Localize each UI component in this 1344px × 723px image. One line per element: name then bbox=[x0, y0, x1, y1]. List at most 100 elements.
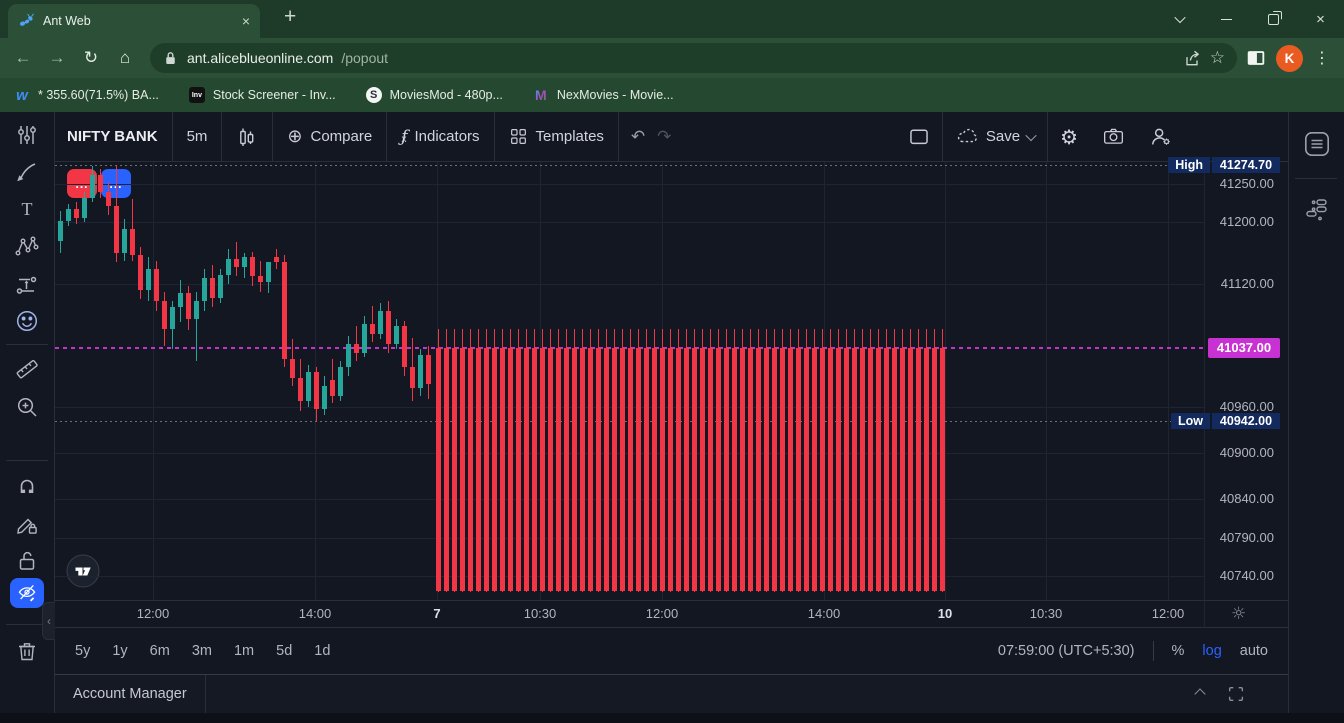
range-button-3m[interactable]: 3m bbox=[191, 643, 212, 659]
snapshot-camera-icon[interactable] bbox=[1090, 125, 1137, 148]
redo-icon[interactable]: ↷ bbox=[657, 126, 672, 147]
low-label: Low bbox=[1171, 412, 1210, 429]
range-button-1y[interactable]: 1y bbox=[112, 643, 128, 659]
candle bbox=[444, 347, 449, 591]
candle-wick bbox=[372, 305, 373, 342]
cursor-tool[interactable] bbox=[14, 122, 40, 148]
vertical-gridline bbox=[153, 162, 154, 600]
drawing-toolbar: T bbox=[0, 112, 55, 713]
clock[interactable]: 07:59:00 (UTC+5:30) bbox=[997, 643, 1135, 659]
bookmark-item[interactable]: w * 355.60(71.5%) BA... bbox=[14, 87, 159, 104]
candle bbox=[218, 274, 223, 298]
tab-search-chevron-icon[interactable] bbox=[1156, 0, 1203, 38]
undo-icon[interactable]: ↶ bbox=[630, 126, 646, 147]
bookmark-star-icon[interactable]: ☆ bbox=[1209, 48, 1225, 68]
candle bbox=[628, 347, 633, 591]
bottom-divider bbox=[1152, 641, 1154, 661]
compare-button[interactable]: ⊕ Compare bbox=[273, 126, 386, 147]
trend-line-tool[interactable] bbox=[14, 158, 40, 184]
details-panel-icon[interactable] bbox=[1303, 130, 1331, 158]
hide-drawings-tool[interactable] bbox=[10, 578, 44, 608]
settings-gear-icon[interactable]: ⚙ bbox=[1060, 124, 1078, 149]
fullscreen-icon[interactable] bbox=[1226, 684, 1246, 704]
candle bbox=[644, 347, 649, 591]
candle bbox=[516, 347, 521, 591]
reload-button[interactable]: ↻ bbox=[83, 48, 99, 67]
avatar[interactable]: K bbox=[1276, 44, 1303, 72]
candle bbox=[732, 347, 737, 591]
range-button-6m[interactable]: 6m bbox=[149, 643, 170, 659]
templates-button[interactable]: Templates bbox=[495, 127, 618, 146]
trash-tool[interactable] bbox=[14, 638, 40, 664]
candle bbox=[106, 191, 111, 206]
lock-drawings-tool[interactable] bbox=[14, 548, 40, 574]
time-label: 10 bbox=[937, 606, 953, 621]
candle bbox=[508, 347, 513, 591]
save-button[interactable]: Save bbox=[943, 125, 1047, 149]
candle bbox=[386, 310, 391, 344]
chart-style-button[interactable] bbox=[222, 126, 272, 148]
text-tool[interactable]: T bbox=[14, 196, 40, 222]
magnet-tool[interactable] bbox=[14, 472, 40, 498]
close-window-button[interactable]: × bbox=[1316, 10, 1325, 28]
candle bbox=[346, 344, 351, 368]
projection-tool[interactable] bbox=[14, 272, 40, 298]
candle bbox=[756, 347, 761, 591]
time-axis[interactable]: 12:00 14:00 7 10:30 12:00 14:00 10 10:30 12:00 ☼ bbox=[55, 600, 1288, 627]
layout-button[interactable] bbox=[896, 126, 942, 148]
back-button[interactable]: ← bbox=[14, 48, 32, 67]
price-axis[interactable]: 41250.00 41200.00 41120.00 40960.00 40900.00… bbox=[1204, 162, 1288, 600]
time-label: 12:00 bbox=[136, 606, 170, 621]
user-settings-icon[interactable] bbox=[1137, 125, 1185, 149]
auto-scale-button[interactable]: auto bbox=[1239, 643, 1268, 659]
time-label: 14:00 bbox=[807, 606, 841, 621]
home-button[interactable]: ⌂ bbox=[119, 48, 131, 67]
range-button-5y[interactable]: 5y bbox=[75, 643, 91, 659]
candle bbox=[924, 347, 929, 591]
new-tab-button[interactable]: + bbox=[284, 5, 297, 28]
candle bbox=[290, 359, 295, 378]
candle bbox=[660, 347, 665, 591]
bookmark-item[interactable]: Inv Stock Screener - Inv... bbox=[188, 87, 336, 103]
candle bbox=[844, 347, 849, 591]
minimize-button[interactable] bbox=[1203, 0, 1250, 38]
interval-button[interactable]: 5m bbox=[186, 128, 208, 145]
account-manager-tab[interactable]: Account Manager bbox=[55, 675, 206, 713]
percent-scale-button[interactable]: % bbox=[1171, 643, 1185, 659]
share-icon[interactable] bbox=[1182, 48, 1202, 68]
candle bbox=[700, 347, 705, 591]
drawing-mode-lock-tool[interactable] bbox=[14, 512, 40, 538]
bookmark-item[interactable]: M NexMovies - Movie... bbox=[533, 87, 674, 103]
m-favicon-icon: M bbox=[533, 87, 549, 103]
log-scale-button[interactable]: log bbox=[1202, 643, 1222, 659]
tab-close-icon[interactable]: × bbox=[241, 13, 250, 29]
candle bbox=[298, 377, 303, 401]
chart-plot[interactable]: ... ... bbox=[55, 162, 1204, 600]
forward-button[interactable]: → bbox=[48, 48, 66, 67]
side-panel-icon[interactable] bbox=[1245, 47, 1267, 69]
object-tree-icon[interactable] bbox=[1305, 198, 1329, 222]
emoji-tool[interactable] bbox=[14, 308, 40, 334]
pattern-xabcd-tool[interactable] bbox=[14, 234, 40, 260]
range-button-5d[interactable]: 5d bbox=[276, 643, 293, 659]
sun-icon[interactable]: ☼ bbox=[1231, 604, 1247, 624]
restore-button[interactable] bbox=[1250, 0, 1297, 38]
candle bbox=[130, 228, 135, 255]
price-label: 41200.00 bbox=[1219, 214, 1274, 230]
measure-ruler-tool[interactable] bbox=[14, 356, 40, 382]
candle bbox=[258, 276, 263, 283]
bookmark-item[interactable]: S MoviesMod - 480p... bbox=[365, 87, 503, 103]
tradingview-logo[interactable] bbox=[66, 554, 100, 588]
browser-menu-kebab-icon[interactable]: ⋮ bbox=[1314, 50, 1330, 67]
symbol-button[interactable]: NIFTY BANK bbox=[67, 128, 158, 145]
range-button-1d[interactable]: 1d bbox=[314, 643, 331, 659]
zoom-in-tool[interactable] bbox=[14, 394, 40, 420]
range-button-1m[interactable]: 1m bbox=[233, 643, 255, 659]
expand-panel-chevron-icon[interactable] bbox=[1194, 688, 1206, 700]
collapse-toolbar-chevron-icon[interactable]: ‹ bbox=[42, 602, 55, 640]
browser-tab[interactable]: Ant Web × bbox=[8, 4, 260, 38]
candle bbox=[540, 347, 545, 591]
address-bar[interactable]: ant.aliceblueonline.com /popout ☆ bbox=[150, 43, 1237, 73]
